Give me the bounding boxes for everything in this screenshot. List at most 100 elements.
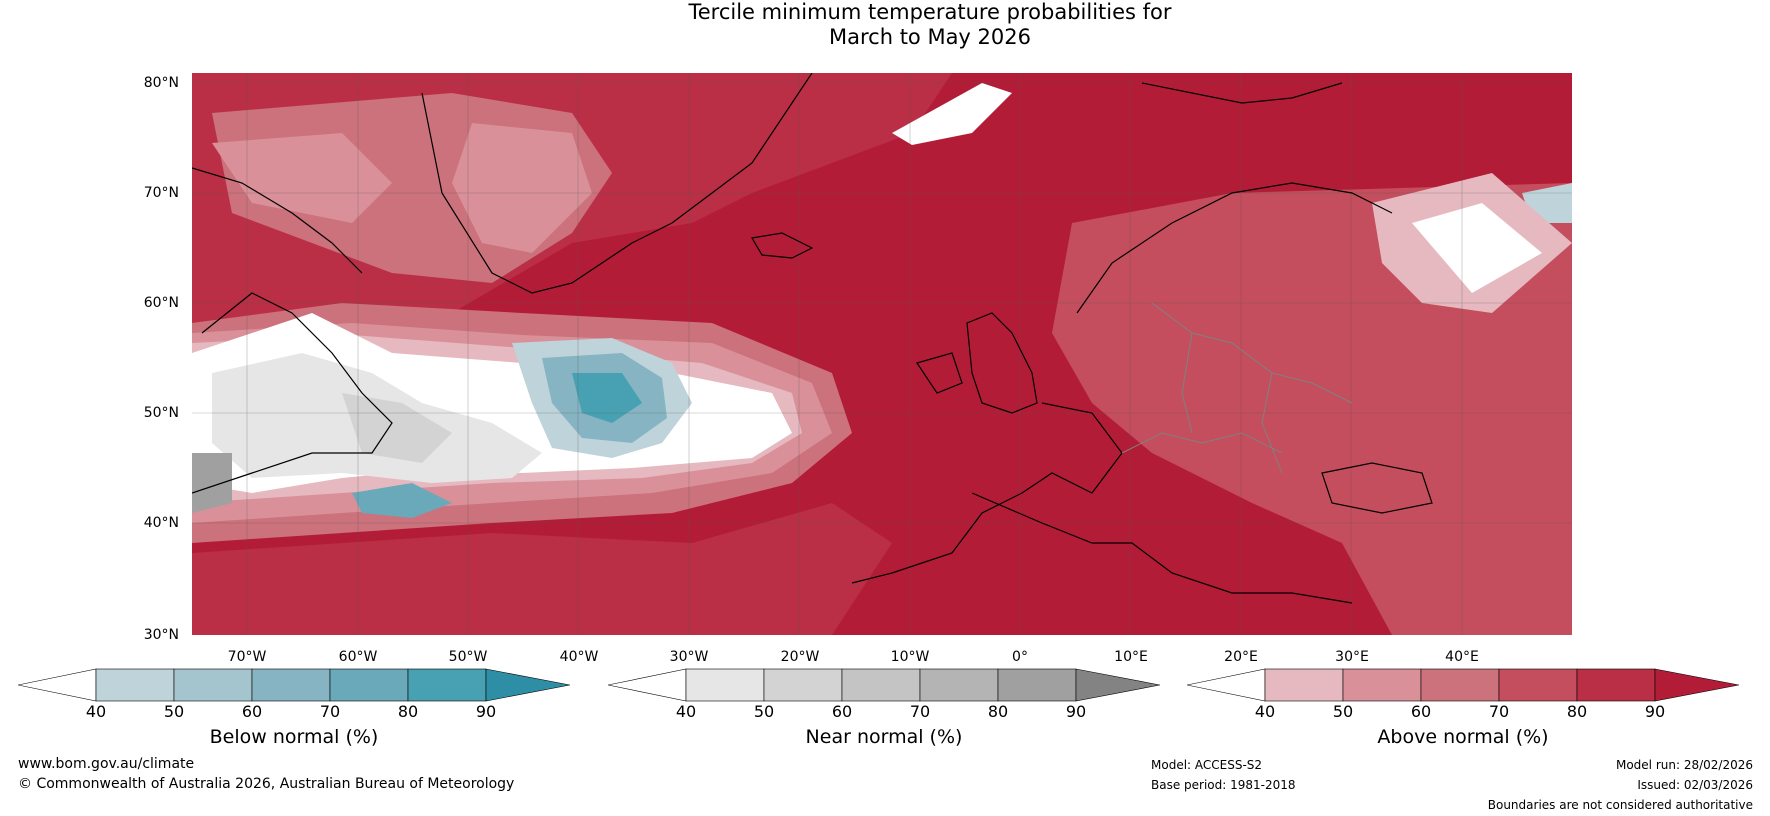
zone-near-normal-50	[342, 393, 452, 463]
legend-below-color-3	[251, 668, 331, 702]
coast-black-sea	[1321, 462, 1433, 514]
legend-near-tick-60: 60	[831, 702, 853, 721]
map-title: Tercile minimum temperature probabilitie…	[0, 0, 1770, 50]
legend-below-title: Below normal (%)	[209, 726, 379, 748]
lon-label-10w: 10°W	[890, 649, 930, 665]
legend-near-tick-40: 40	[675, 702, 697, 721]
footer-base-period: Base period: 1981-2018	[1151, 778, 1296, 792]
legend-above-normal: 40 50 60 70 80 90 Above normal (%)	[1187, 668, 1739, 748]
legend-near-tick-80: 80	[987, 702, 1009, 721]
lat-label-30: 30°N	[143, 627, 179, 643]
legend-above-color-1	[1264, 668, 1344, 702]
lon-label-0: 0°	[1012, 649, 1028, 665]
lon-label-20w: 20°W	[780, 649, 820, 665]
legend-below-color-6	[485, 668, 570, 702]
legend-above-tick-60: 60	[1410, 702, 1432, 721]
legend-near-title: Near normal (%)	[805, 726, 963, 748]
legend-near-color-0	[608, 668, 687, 702]
legend-below-normal: 40 50 60 70 80 90 Below normal (%)	[18, 668, 570, 748]
coast-greenland	[421, 73, 813, 294]
legend-below-tick-50: 50	[163, 702, 185, 721]
map-title-line2: March to May 2026	[829, 25, 1031, 49]
lon-label-30e: 30°E	[1335, 649, 1369, 665]
zone-60-baffin	[212, 133, 392, 223]
legend-below-color-4	[329, 668, 409, 702]
zone-80-south	[192, 503, 892, 635]
lat-label-80: 80°N	[143, 75, 179, 91]
legend-above-tick-90: 90	[1644, 702, 1666, 721]
legend-above-tick-50: 50	[1332, 702, 1354, 721]
legend-above-color-3	[1420, 668, 1500, 702]
lat-label-70: 70°N	[143, 185, 179, 201]
legend-near-normal-bar	[608, 668, 1160, 702]
legend-near-normal: 40 50 60 70 80 90 Near normal (%)	[608, 668, 1160, 748]
lat-label-50: 50°N	[143, 405, 179, 421]
lon-label-70w: 70°W	[227, 649, 267, 665]
coastlines	[192, 73, 1433, 604]
probability-map	[192, 73, 1572, 635]
legend-above-color-0	[1187, 668, 1266, 702]
lon-label-40e: 40°E	[1445, 649, 1479, 665]
legend-near-color-1	[685, 668, 765, 702]
zone-near-normal-west	[192, 453, 232, 513]
legend-below-color-2	[173, 668, 253, 702]
legend-below-tick-70: 70	[319, 702, 341, 721]
legend-above-tick-40: 40	[1254, 702, 1276, 721]
legend-above-tick-70: 70	[1488, 702, 1510, 721]
lon-label-10e: 10°E	[1114, 649, 1148, 665]
legend-near-tick-50: 50	[753, 702, 775, 721]
legend-below-tick-40: 40	[85, 702, 107, 721]
legend-above-tick-80: 80	[1566, 702, 1588, 721]
footer-model-run: Model run: 28/02/2026	[1615, 758, 1753, 772]
footer-disclaimer: Boundaries are not considered authoritat…	[1487, 798, 1753, 812]
legend-below-tick-90: 90	[475, 702, 497, 721]
legend-above-color-5	[1576, 668, 1656, 702]
coast-labrador	[192, 292, 393, 494]
lat-label-60: 60°N	[143, 295, 179, 311]
graticule	[192, 73, 1572, 635]
footer-copyright: © Commonwealth of Australia 2026, Austra…	[18, 776, 515, 792]
legend-near-tick-90: 90	[1065, 702, 1087, 721]
borders	[1121, 302, 1353, 474]
footer-model: Model: ACCESS-S2	[1151, 758, 1263, 772]
legend-above-title: Above normal (%)	[1377, 726, 1549, 748]
zone-below-normal-80	[572, 373, 642, 423]
zone-below-normal-south	[352, 483, 452, 518]
zone-60-greenland	[452, 123, 592, 253]
legend-below-normal-bar	[18, 668, 570, 702]
legend-near-color-2	[763, 668, 843, 702]
lon-label-60w: 60°W	[338, 649, 378, 665]
legend-near-color-3	[841, 668, 921, 702]
legend-above-color-6	[1654, 668, 1739, 702]
lat-label-40: 40°N	[143, 515, 179, 531]
legend-near-color-6	[1075, 668, 1160, 702]
coast-med	[971, 492, 1353, 604]
coast-arctic-russia	[1141, 82, 1343, 104]
legend-above-color-2	[1342, 668, 1422, 702]
footer-website: www.bom.gov.au/climate	[18, 756, 195, 772]
legend-below-color-0	[18, 668, 97, 702]
coast-uk	[966, 312, 1038, 414]
coast-norway	[1076, 182, 1393, 314]
coast-iceland	[751, 232, 814, 259]
legend-near-tick-70: 70	[909, 702, 931, 721]
coast-europe	[851, 402, 1123, 584]
lon-label-30w: 30°W	[669, 649, 709, 665]
footer-issued: Issued: 02/03/2026	[1637, 778, 1753, 792]
coast-baffin	[192, 167, 363, 274]
legend-below-color-5	[407, 668, 487, 702]
lon-label-50w: 50°W	[448, 649, 488, 665]
lon-label-20e: 20°E	[1224, 649, 1258, 665]
legend-near-color-4	[919, 668, 999, 702]
legend-near-color-5	[997, 668, 1077, 702]
coast-ireland	[916, 352, 963, 394]
map-title-line1: Tercile minimum temperature probabilitie…	[688, 0, 1172, 24]
zone-arctic-white	[892, 83, 1012, 145]
legend-above-normal-bar	[1187, 668, 1739, 702]
legend-above-color-4	[1498, 668, 1578, 702]
legend-below-tick-60: 60	[241, 702, 263, 721]
legend-below-tick-80: 80	[397, 702, 419, 721]
legend-below-color-1	[95, 668, 175, 702]
zone-russia-lighter	[1412, 203, 1542, 293]
lon-label-40w: 40°W	[559, 649, 599, 665]
